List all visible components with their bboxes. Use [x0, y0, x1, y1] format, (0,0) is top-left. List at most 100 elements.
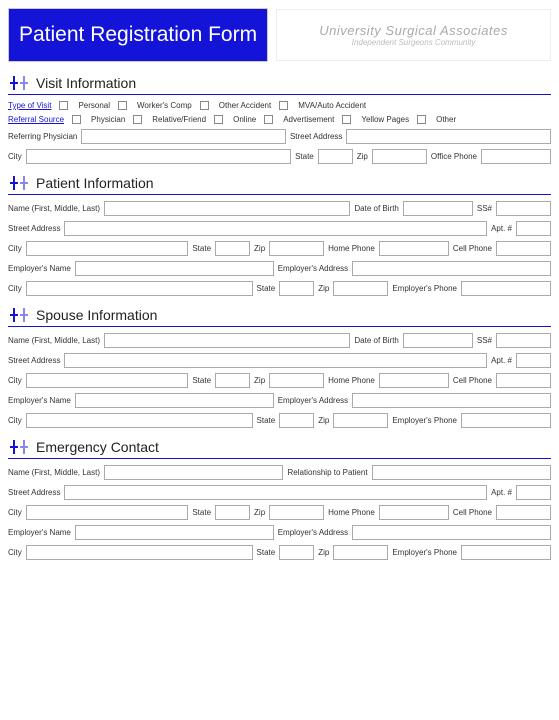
referring-physician-label: Referring Physician: [8, 132, 77, 141]
spouse-emp-name-input[interactable]: [75, 393, 274, 408]
emergency-name-label: Name (First, Middle, Last): [8, 468, 100, 477]
patient-emp-phone-label: Employer's Phone: [392, 284, 457, 293]
emergency-city-input[interactable]: [26, 505, 189, 520]
checkbox-personal[interactable]: [59, 101, 68, 110]
emergency-emp-addr-input[interactable]: [352, 525, 551, 540]
patient-apt-input[interactable]: [516, 221, 551, 236]
spouse-emp-phone-label: Employer's Phone: [392, 416, 457, 425]
emergency-city-row: City State Zip Home Phone Cell Phone: [8, 505, 551, 520]
patient-emp-zip-input[interactable]: [333, 281, 388, 296]
visit-office-phone-input[interactable]: [481, 149, 551, 164]
emergency-emp-city-label: City: [8, 548, 22, 557]
emergency-emp-addr-label: Employer's Address: [278, 528, 348, 537]
patient-zip-label: Zip: [254, 244, 265, 253]
emergency-emp-city-row: City State Zip Employer's Phone: [8, 545, 551, 560]
checkbox-other-accident[interactable]: [200, 101, 209, 110]
spouse-street-input[interactable]: [64, 353, 487, 368]
patient-emp-addr-input[interactable]: [352, 261, 551, 276]
spouse-apt-input[interactable]: [516, 353, 551, 368]
section-title: Visit Information: [36, 75, 136, 91]
checkbox-online[interactable]: [214, 115, 223, 124]
checkbox-relative[interactable]: [133, 115, 142, 124]
spouse-emp-city-row: City State Zip Employer's Phone: [8, 413, 551, 428]
patient-emp-state-input[interactable]: [279, 281, 314, 296]
checkbox-other[interactable]: [417, 115, 426, 124]
checkbox-yellow-pages[interactable]: [342, 115, 351, 124]
spouse-ssn-input[interactable]: [496, 333, 551, 348]
section-emergency: Emergency Contact Name (First, Middle, L…: [8, 438, 551, 560]
spouse-ssn-label: SS#: [477, 336, 492, 345]
emergency-relationship-input[interactable]: [372, 465, 551, 480]
emergency-zip-input[interactable]: [269, 505, 324, 520]
spouse-name-input[interactable]: [104, 333, 350, 348]
patient-street-label: Street Address: [8, 224, 60, 233]
emergency-emp-zip-input[interactable]: [333, 545, 388, 560]
emergency-emp-zip-label: Zip: [318, 548, 329, 557]
emergency-cell-phone-input[interactable]: [496, 505, 551, 520]
type-of-visit-label: Type of Visit: [8, 101, 51, 110]
patient-state-input[interactable]: [215, 241, 250, 256]
patient-home-phone-input[interactable]: [379, 241, 449, 256]
emergency-emp-name-input[interactable]: [75, 525, 274, 540]
patient-emp-zip-label: Zip: [318, 284, 329, 293]
emergency-street-input[interactable]: [64, 485, 487, 500]
checkbox-mva[interactable]: [279, 101, 288, 110]
medical-cross-icon: [8, 74, 30, 92]
checkbox-advertisement[interactable]: [264, 115, 273, 124]
visit-zip-input[interactable]: [372, 149, 427, 164]
spouse-emp-zip-input[interactable]: [333, 413, 388, 428]
patient-cell-phone-input[interactable]: [496, 241, 551, 256]
emergency-apt-input[interactable]: [516, 485, 551, 500]
spouse-dob-input[interactable]: [403, 333, 473, 348]
patient-emp-city-input[interactable]: [26, 281, 253, 296]
referring-physician-input[interactable]: [81, 129, 286, 144]
patient-street-input[interactable]: [64, 221, 487, 236]
spouse-emp-state-input[interactable]: [279, 413, 314, 428]
visit-state-input[interactable]: [318, 149, 353, 164]
emergency-emp-phone-input[interactable]: [461, 545, 551, 560]
emergency-name-input[interactable]: [104, 465, 283, 480]
spouse-emp-addr-input[interactable]: [352, 393, 551, 408]
section-heading: Visit Information: [8, 74, 551, 95]
spouse-emp-phone-input[interactable]: [461, 413, 551, 428]
spouse-city-input[interactable]: [26, 373, 189, 388]
emergency-home-phone-label: Home Phone: [328, 508, 375, 517]
emergency-relationship-label: Relationship to Patient: [287, 468, 367, 477]
emergency-emp-row: Employer's Name Employer's Address: [8, 525, 551, 540]
emergency-emp-city-input[interactable]: [26, 545, 253, 560]
spouse-cell-phone-input[interactable]: [496, 373, 551, 388]
emergency-home-phone-input[interactable]: [379, 505, 449, 520]
visit-city-input[interactable]: [26, 149, 291, 164]
section-title: Patient Information: [36, 175, 154, 191]
opt-relative: Relative/Friend: [152, 115, 206, 124]
checkbox-workers-comp[interactable]: [118, 101, 127, 110]
spouse-zip-input[interactable]: [269, 373, 324, 388]
spouse-apt-label: Apt. #: [491, 356, 512, 365]
opt-advertisement: Advertisement: [283, 115, 334, 124]
patient-city-label: City: [8, 244, 22, 253]
patient-ssn-input[interactable]: [496, 201, 551, 216]
opt-personal: Personal: [78, 101, 110, 110]
patient-emp-name-label: Employer's Name: [8, 264, 71, 273]
patient-dob-input[interactable]: [403, 201, 473, 216]
spouse-emp-state-label: State: [257, 416, 276, 425]
patient-emp-phone-input[interactable]: [461, 281, 551, 296]
patient-emp-name-input[interactable]: [75, 261, 274, 276]
spouse-home-phone-input[interactable]: [379, 373, 449, 388]
patient-zip-input[interactable]: [269, 241, 324, 256]
spouse-cell-phone-label: Cell Phone: [453, 376, 492, 385]
patient-home-phone-label: Home Phone: [328, 244, 375, 253]
opt-physician: Physician: [91, 115, 125, 124]
spouse-state-input[interactable]: [215, 373, 250, 388]
checkbox-physician[interactable]: [72, 115, 81, 124]
logo: University Surgical Associates Independe…: [276, 9, 551, 61]
visit-street-input[interactable]: [346, 129, 551, 144]
patient-name-input[interactable]: [104, 201, 350, 216]
spouse-emp-city-input[interactable]: [26, 413, 253, 428]
emergency-emp-state-input[interactable]: [279, 545, 314, 560]
spouse-emp-city-label: City: [8, 416, 22, 425]
emergency-state-input[interactable]: [215, 505, 250, 520]
emergency-emp-name-label: Employer's Name: [8, 528, 71, 537]
patient-city-input[interactable]: [26, 241, 189, 256]
logo-line2: Independent Surgeons Community: [352, 38, 476, 47]
